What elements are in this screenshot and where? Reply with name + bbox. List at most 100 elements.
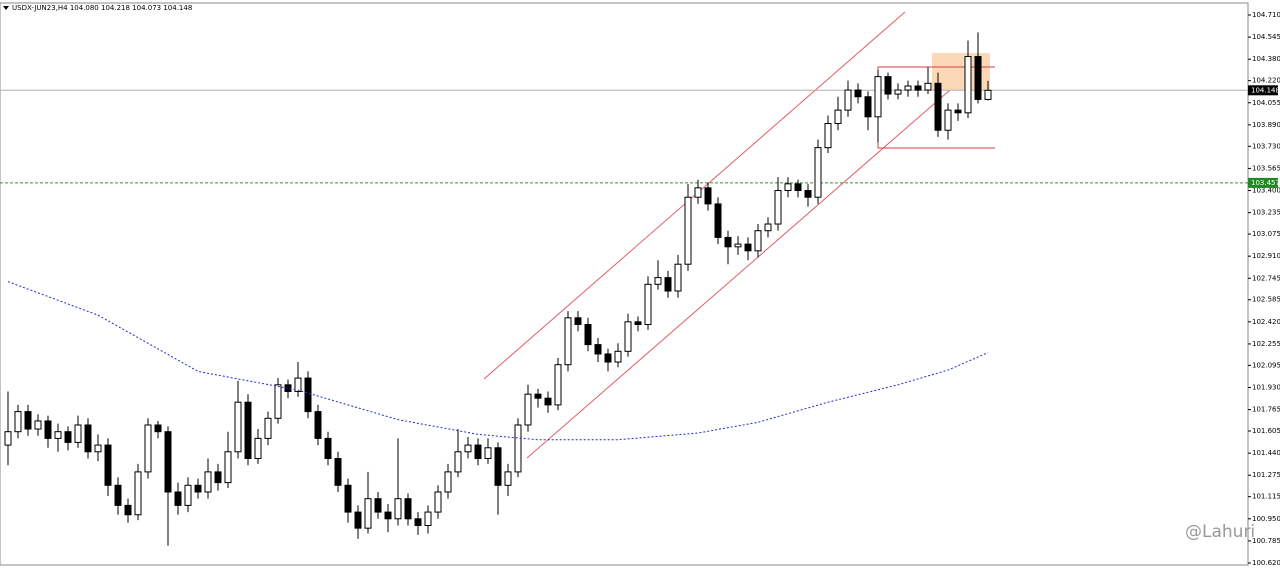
candle-body	[174, 491, 182, 506]
candle-body	[724, 236, 732, 248]
candle-body	[484, 447, 492, 459]
candle-body	[144, 424, 152, 473]
candle-body	[94, 444, 102, 453]
candle-body	[244, 401, 252, 459]
y-tick-label: 100.950	[1252, 515, 1280, 523]
candle-body	[734, 243, 742, 248]
y-tick-label: 103.890	[1252, 121, 1280, 129]
y-tick-label: 104.380	[1252, 55, 1280, 63]
candle-body	[224, 451, 232, 484]
candle-body	[54, 431, 62, 439]
candle-body	[774, 190, 782, 225]
y-tick-label: 101.275	[1252, 471, 1280, 479]
candle-body	[574, 317, 582, 326]
level-price-label: 103.457	[1251, 179, 1280, 187]
candle-body	[114, 484, 122, 506]
candle-body	[954, 109, 962, 114]
candle-body	[664, 277, 672, 292]
candle-body	[514, 424, 522, 473]
candle-body	[334, 457, 342, 486]
candle-body	[64, 431, 72, 443]
candle-body	[914, 85, 922, 91]
y-tick-label: 102.745	[1252, 274, 1280, 282]
candle-body	[324, 437, 332, 459]
candle-body	[164, 431, 172, 493]
candle-body	[654, 277, 662, 285]
y-tick-label: 101.930	[1252, 383, 1280, 391]
candle-body	[544, 397, 552, 406]
y-tick-label: 102.585	[1252, 296, 1280, 304]
candle-body	[744, 243, 752, 252]
candle-body	[524, 393, 532, 426]
candle-body	[934, 82, 942, 131]
candle-body	[284, 384, 292, 392]
y-tick-label: 103.730	[1252, 142, 1280, 150]
candle-body	[554, 364, 562, 406]
candle-body	[834, 109, 842, 125]
candle-body	[944, 109, 952, 131]
candle-body	[984, 89, 992, 100]
candle-body	[704, 187, 712, 205]
candle-body	[854, 89, 862, 98]
candle-body	[14, 411, 22, 433]
candle-body	[364, 498, 372, 529]
candle-body	[804, 190, 812, 198]
candle-body	[374, 498, 382, 513]
candle-body	[404, 498, 412, 520]
moving-average	[7, 281, 989, 441]
candle-body	[564, 317, 572, 366]
y-tick-label: 104.710	[1252, 11, 1280, 19]
candle-body	[974, 56, 982, 100]
candle-body	[4, 431, 12, 446]
y-tick-label: 104.545	[1252, 33, 1280, 41]
y-tick-label: 101.440	[1252, 449, 1280, 457]
candle-body	[84, 424, 92, 453]
candle-body	[494, 447, 502, 486]
candle-body	[584, 324, 592, 346]
current-price-label: 104.148	[1251, 86, 1280, 94]
y-tick-label: 101.765	[1252, 406, 1280, 414]
candle-body	[634, 321, 642, 326]
y-tick-label: 103.235	[1252, 209, 1280, 217]
y-tick-label: 104.220	[1252, 77, 1280, 85]
candle-body	[384, 511, 392, 520]
candle-body	[864, 96, 872, 118]
candle-body	[414, 518, 422, 526]
y-tick-label: 100.785	[1252, 537, 1280, 545]
y-tick-label: 104.055	[1252, 99, 1280, 107]
y-tick-label: 102.420	[1252, 318, 1280, 326]
candle-body	[254, 437, 262, 459]
candle-body	[764, 223, 772, 232]
candle-body	[394, 498, 402, 520]
candle-body	[154, 424, 162, 433]
candle-body	[614, 350, 622, 363]
candle-body	[824, 123, 832, 149]
candle-body	[884, 76, 892, 95]
candle-body	[904, 85, 912, 91]
candle-body	[784, 183, 792, 192]
candle-body	[274, 384, 282, 419]
candle-body	[294, 377, 302, 392]
y-tick-label: 102.255	[1252, 340, 1280, 348]
candle-body	[924, 82, 932, 91]
y-tick-label: 101.605	[1252, 427, 1280, 435]
candle-body	[684, 196, 692, 265]
candle-body	[624, 321, 632, 352]
candle-body	[794, 183, 802, 192]
candle-body	[894, 89, 902, 95]
candle-body	[194, 484, 202, 493]
y-tick-label: 101.115	[1252, 493, 1280, 501]
candle-body	[504, 471, 512, 486]
candle-body	[214, 471, 222, 484]
candle-body	[964, 56, 972, 114]
candle-body	[234, 401, 242, 453]
candle-body	[604, 353, 612, 363]
menu-arrow[interactable]	[3, 6, 9, 10]
candle-body	[204, 471, 212, 493]
candle-body	[304, 377, 312, 413]
candle-body	[434, 491, 442, 513]
candle-body	[184, 484, 192, 506]
candle-body	[354, 511, 362, 529]
candle-body	[594, 344, 602, 355]
